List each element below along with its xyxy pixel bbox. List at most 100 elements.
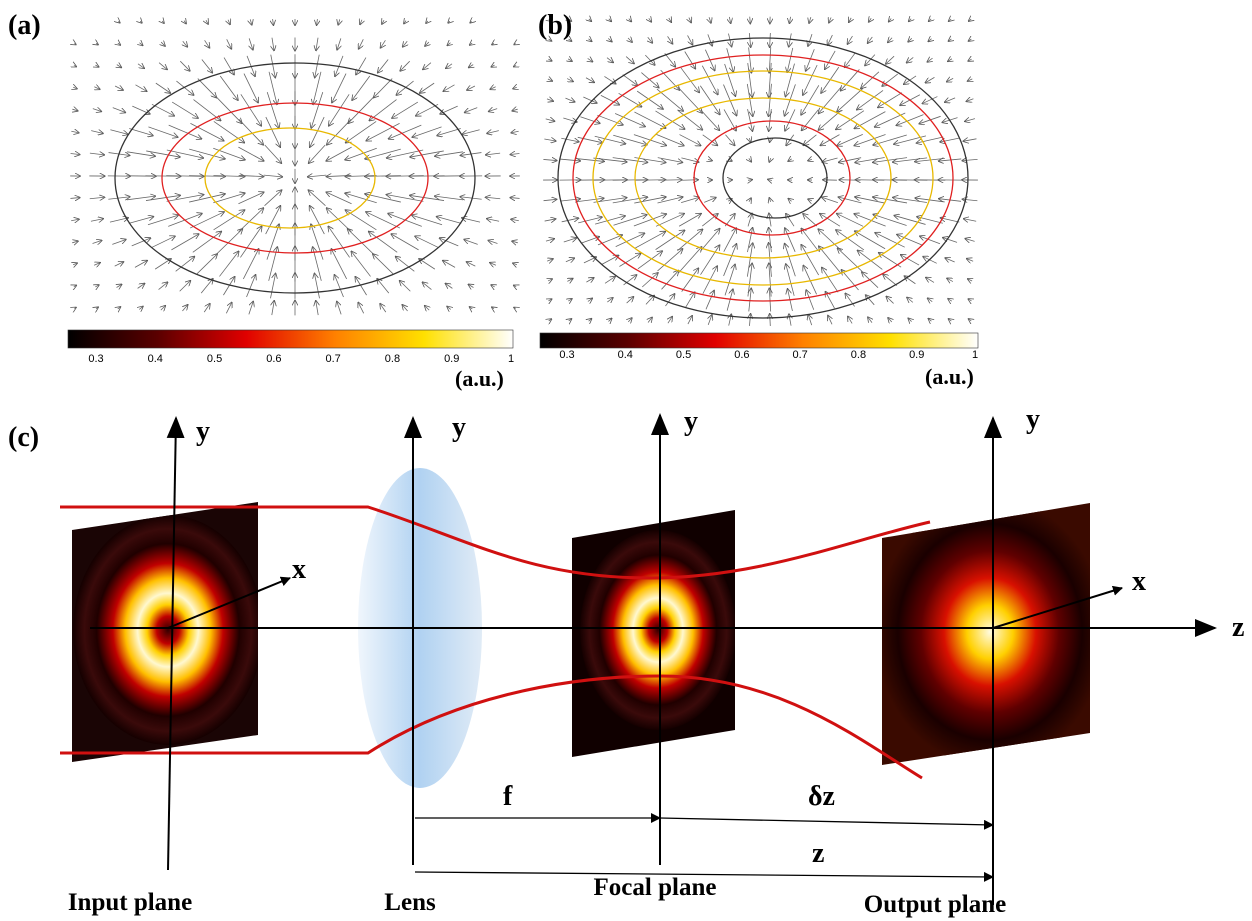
field-arrow <box>969 19 971 21</box>
field-arrow <box>118 307 121 309</box>
field-arrow <box>74 285 76 286</box>
field-arrow <box>437 217 461 224</box>
field-arrow <box>510 198 519 199</box>
field-arrow <box>462 218 480 222</box>
field-arrow <box>314 274 319 299</box>
field-arrow <box>95 285 98 287</box>
field-arrow <box>113 108 125 113</box>
field-arrow <box>708 315 712 325</box>
field-arrow <box>770 314 771 326</box>
field-arrow <box>704 198 716 203</box>
field-arrow <box>968 79 973 81</box>
field-arrow <box>115 262 124 266</box>
field-arrow <box>614 215 647 225</box>
colorbar-tick-label: 0.8 <box>851 349 866 361</box>
field-arrow <box>511 131 518 133</box>
field-arrow <box>628 318 631 322</box>
field-arrow <box>266 117 280 147</box>
field-arrow <box>888 38 892 42</box>
field-arrow <box>945 258 954 262</box>
field-arrow <box>162 21 164 23</box>
field-arrow <box>138 64 144 68</box>
field-arrow <box>809 17 811 23</box>
field-arrow <box>967 99 974 102</box>
field-arrow <box>492 43 494 44</box>
field-arrow <box>462 130 479 135</box>
field-arrow <box>602 256 619 265</box>
field-arrow <box>568 299 571 301</box>
field-arrow <box>818 229 841 250</box>
field-arrow <box>249 302 253 315</box>
field-arrow <box>93 109 101 112</box>
field-arrow <box>839 197 862 203</box>
field-arrow <box>750 17 751 24</box>
field-arrow <box>802 110 819 131</box>
field-arrow <box>112 240 125 245</box>
field-arrow <box>490 87 495 89</box>
field-arrow <box>110 130 127 135</box>
field-arrow <box>708 159 712 160</box>
field-arrow <box>486 153 500 155</box>
field-arrow <box>787 48 793 72</box>
field-arrow <box>908 38 912 41</box>
field-arrow <box>569 319 572 321</box>
field-arrow <box>544 199 557 200</box>
field-arrow <box>613 135 646 145</box>
colorbar-tick-label: 0.4 <box>148 353 163 365</box>
panel-label: (c) <box>8 422 39 453</box>
field-arrow <box>74 308 76 309</box>
field-arrow <box>658 180 681 181</box>
field-arrow <box>265 145 281 163</box>
field-arrow <box>512 109 517 111</box>
field-arrow <box>927 58 932 62</box>
field-arrow <box>148 127 177 137</box>
field-arrow <box>243 249 258 279</box>
field-arrow <box>964 219 976 222</box>
field-arrow <box>889 19 891 22</box>
field-arrow <box>702 66 717 95</box>
field-arrow <box>359 39 364 48</box>
field-arrow <box>907 298 913 303</box>
field-arrow <box>90 153 104 155</box>
field-arrow <box>514 65 516 66</box>
focal-plane <box>572 510 736 757</box>
field-arrow <box>70 198 79 199</box>
field-arrow <box>947 278 953 281</box>
field-arrow <box>969 319 972 321</box>
field-arrow <box>597 115 622 125</box>
colorbar-tick-label: 0.5 <box>207 353 222 365</box>
field-arrow <box>309 145 325 163</box>
field-arrow <box>543 159 556 160</box>
colorbar-tick-label: 0.6 <box>266 353 281 365</box>
field-arrow <box>547 99 553 101</box>
field-arrow <box>749 158 751 161</box>
field-arrow <box>700 86 719 115</box>
distance-label: δz <box>808 781 835 812</box>
field-arrow <box>366 212 400 228</box>
field-arrow <box>71 154 80 155</box>
field-arrow <box>425 306 429 310</box>
field-arrow <box>335 275 344 297</box>
field-arrow <box>819 246 841 273</box>
field-arrow <box>948 299 952 301</box>
field-arrow <box>247 275 256 297</box>
field-arrow <box>464 240 477 245</box>
field-arrow <box>446 64 452 68</box>
field-arrow <box>905 276 916 283</box>
colorbar-tick-label: 0.8 <box>385 353 400 365</box>
field-arrow <box>749 33 750 47</box>
field-arrow <box>928 39 931 42</box>
field-arrow <box>656 214 684 227</box>
field-arrow <box>373 254 393 274</box>
field-arrow <box>609 19 611 21</box>
field-arrow <box>845 53 856 67</box>
field-arrow <box>749 138 750 142</box>
field-arrow <box>219 252 238 277</box>
field-arrow <box>117 65 121 68</box>
field-arrow <box>381 40 386 47</box>
field-arrow <box>511 219 519 220</box>
field-arrow <box>908 318 911 321</box>
field-arrow <box>567 79 573 82</box>
field-arrow <box>490 263 496 266</box>
field-arrow <box>329 94 349 125</box>
